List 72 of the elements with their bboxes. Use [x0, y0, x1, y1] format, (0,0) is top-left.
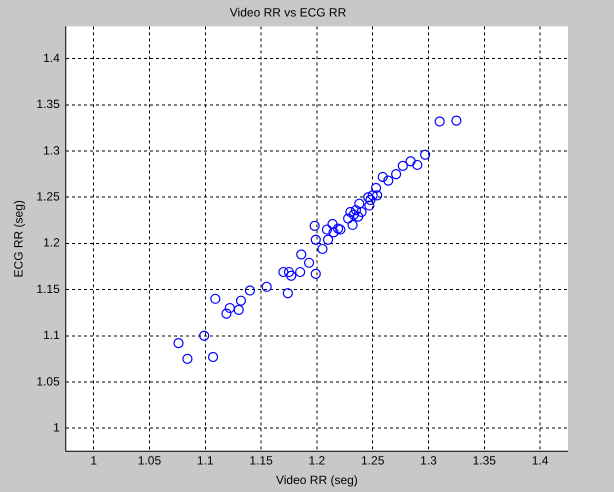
point — [221, 308, 232, 319]
point — [210, 294, 220, 304]
point — [295, 266, 306, 278]
point — [284, 266, 294, 278]
point — [343, 213, 354, 224]
point — [310, 220, 320, 231]
point — [347, 220, 358, 230]
point — [370, 182, 382, 194]
point — [173, 338, 184, 348]
y-tick-label: 1 — [53, 420, 60, 434]
y-tick-label: 1.35 — [36, 97, 60, 112]
point — [412, 160, 422, 170]
x-tick-label: 1.3 — [420, 454, 438, 468]
point — [406, 156, 416, 166]
point — [327, 218, 338, 230]
chart-title: Video RR vs ECG RR — [230, 6, 347, 20]
point — [451, 115, 462, 126]
x-axis-title: Video RR (seg) — [276, 473, 358, 488]
point — [310, 234, 321, 245]
y-axis-title: ECG RR (seg) — [12, 200, 26, 278]
point — [310, 268, 321, 279]
x-tick-label: 1.05 — [138, 454, 162, 468]
point — [383, 176, 394, 186]
y-tick-label: 1.3 — [43, 143, 60, 158]
point — [391, 169, 402, 180]
x-tick-label: 1.15 — [249, 454, 274, 468]
point — [317, 244, 328, 254]
point — [364, 200, 374, 211]
point — [262, 282, 272, 292]
y-tick-label: 1.2 — [43, 236, 60, 250]
point — [350, 205, 362, 216]
point — [282, 288, 293, 298]
point — [354, 198, 364, 209]
y-tick-label: 1.15 — [36, 282, 60, 296]
point — [328, 227, 339, 238]
point — [365, 194, 376, 206]
point — [234, 304, 244, 316]
x-tick-label: 1.25 — [361, 454, 385, 468]
point — [372, 190, 382, 200]
y-tick-label: 1.1 — [43, 328, 60, 342]
y-tick-label: 1.25 — [36, 190, 60, 204]
point — [278, 266, 288, 278]
point — [434, 116, 445, 127]
point — [236, 296, 246, 306]
x-tick-label: 1.2 — [308, 454, 326, 468]
point — [208, 352, 218, 362]
point — [335, 224, 346, 235]
point — [199, 330, 210, 341]
point — [244, 285, 256, 296]
point — [363, 192, 374, 202]
point — [378, 172, 388, 182]
point — [345, 206, 356, 218]
point — [332, 224, 344, 234]
x-tick-label: 1.4 — [532, 454, 549, 468]
point — [322, 234, 334, 245]
point — [322, 224, 332, 235]
x-tick-label: 1.35 — [472, 454, 496, 468]
point — [398, 160, 408, 171]
point — [224, 302, 235, 314]
point — [353, 212, 364, 222]
x-tick-label: 1 — [90, 454, 98, 468]
point — [182, 354, 193, 364]
y-tick-label: 1.05 — [36, 374, 60, 388]
point — [286, 270, 296, 281]
point — [296, 249, 306, 260]
point — [420, 150, 430, 160]
y-tick-label: 1.4 — [43, 51, 60, 66]
point — [356, 206, 367, 218]
point — [348, 210, 359, 220]
point — [368, 190, 378, 200]
point — [304, 258, 314, 268]
x-tick-label: 1.1 — [196, 454, 214, 468]
